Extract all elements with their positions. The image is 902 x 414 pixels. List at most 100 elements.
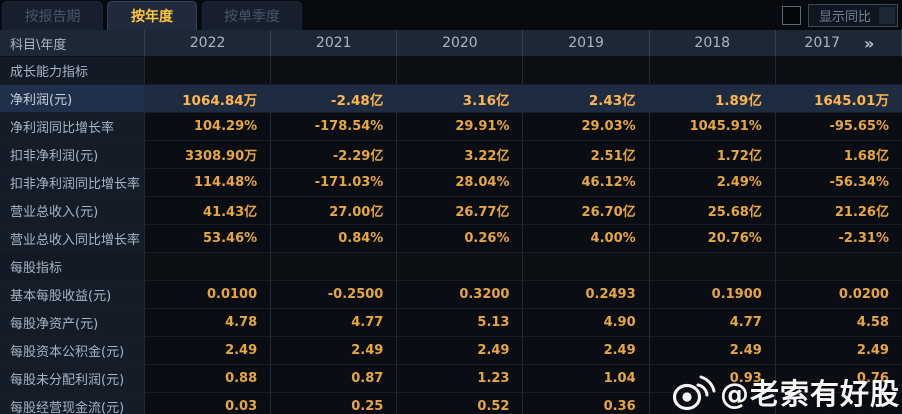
cell-value: 4.77 [649, 309, 776, 337]
indicators-table: 科目\年度 2022 2021 2020 2019 2018 2017 » 成长… [0, 30, 902, 414]
cell-value: 0.88 [145, 365, 272, 393]
table-row-operating-cash-flow-per-share: 每股经营现金流(元) 0.03 0.25 0.52 0.36 [0, 393, 902, 414]
row-label: 每股经营现金流(元) [0, 393, 145, 414]
year-header-2017-label: 2017 [804, 35, 841, 51]
table-row-net-profit: 净利润(元) 1064.84万 -2.48亿 3.16亿 2.43亿 1.89亿… [0, 85, 902, 113]
cell-value: 2.49 [397, 337, 524, 365]
tab-by-year[interactable]: 按年度 [107, 1, 197, 30]
cell-value: 1.04 [523, 365, 650, 393]
cell-value: 0.0200 [775, 281, 902, 309]
cell [145, 253, 272, 281]
cell-value [649, 393, 776, 414]
cell [271, 253, 398, 281]
cell-value: 2.49 [145, 337, 272, 365]
more-years-chevron-icon[interactable]: » [864, 33, 874, 53]
cell-value: 104.29% [145, 113, 272, 141]
cell-value: 0.0100 [145, 281, 272, 309]
cell-value: 0.25 [271, 393, 398, 414]
cell-value: 4.00% [523, 225, 650, 253]
year-header-2017[interactable]: 2017 » [775, 30, 902, 57]
row-label: 扣非净利润同比增长率 [0, 169, 145, 197]
cell-value [775, 393, 902, 414]
cell-value: 46.12% [523, 169, 650, 197]
cell [523, 57, 650, 85]
section-row-per-share: 每股指标 [0, 253, 902, 281]
table-row-net-assets-per-share: 每股净资产(元) 4.78 4.77 5.13 4.90 4.77 4.58 [0, 309, 902, 337]
table-header-row: 科目\年度 2022 2021 2020 2019 2018 2017 » [0, 30, 902, 57]
cell-value: 2.49% [649, 169, 776, 197]
cell-value: 41.43亿 [145, 197, 272, 225]
cell-value: 1064.84万 [145, 85, 272, 113]
cell-value: 4.78 [145, 309, 272, 337]
row-label: 每股未分配利润(元) [0, 365, 145, 393]
cell [523, 253, 650, 281]
row-label: 扣非净利润(元) [0, 141, 145, 169]
cell [649, 57, 776, 85]
cell-value: 3.16亿 [397, 85, 524, 113]
cell-value: 0.93 [649, 365, 776, 393]
cell-value: 25.68亿 [649, 197, 776, 225]
year-header-2020[interactable]: 2020 [397, 30, 524, 57]
row-label: 净利润同比增长率 [0, 113, 145, 141]
show-yoy-checkbox[interactable] [782, 6, 801, 25]
cell-value: 0.26% [397, 225, 524, 253]
table-row-total-revenue: 营业总收入(元) 41.43亿 27.00亿 26.77亿 26.70亿 25.… [0, 197, 902, 225]
cell-value: 114.48% [145, 169, 272, 197]
table-row-basic-eps: 基本每股收益(元) 0.0100 -0.2500 0.3200 0.2493 0… [0, 281, 902, 309]
cell-value: 5.13 [397, 309, 524, 337]
cell-value: 27.00亿 [271, 197, 398, 225]
cell-value: 1.89亿 [649, 85, 776, 113]
cell [397, 253, 524, 281]
table-row-deducted-net-profit: 扣非净利润(元) 3308.90万 -2.29亿 3.22亿 2.51亿 1.7… [0, 141, 902, 169]
period-tab-bar: 按报告期 按年度 按单季度 显示同比 [0, 0, 902, 30]
cell-value: 4.90 [523, 309, 650, 337]
row-label: 每股净资产(元) [0, 309, 145, 337]
cell-value: 0.36 [523, 393, 650, 414]
cell-value: 1.23 [397, 365, 524, 393]
cell-value: -95.65% [775, 113, 902, 141]
cell-value: 28.04% [397, 169, 524, 197]
cell-value: 2.49 [775, 337, 902, 365]
cell-value: 1.72亿 [649, 141, 776, 169]
table-row-undistributed-profit-per-share: 每股未分配利润(元) 0.88 0.87 1.23 1.04 0.93 0.76 [0, 365, 902, 393]
year-header-2022[interactable]: 2022 [145, 30, 272, 57]
cell-value: -0.2500 [271, 281, 398, 309]
cell-value: 21.26亿 [775, 197, 902, 225]
cell-value: -2.48亿 [271, 85, 398, 113]
year-header-2018[interactable]: 2018 [649, 30, 776, 57]
cell-value: 4.77 [271, 309, 398, 337]
cell-value: 2.43亿 [523, 85, 650, 113]
cell-value: -178.54% [271, 113, 398, 141]
section-label: 成长能力指标 [0, 57, 145, 85]
year-header-2021[interactable]: 2021 [271, 30, 398, 57]
tab-by-single-quarter[interactable]: 按单季度 [202, 1, 302, 30]
row-label: 营业总收入(元) [0, 197, 145, 225]
cell-value: 29.03% [523, 113, 650, 141]
cell-value: 1645.01万 [775, 85, 902, 113]
tab-by-report-period[interactable]: 按报告期 [2, 1, 103, 30]
cell [649, 253, 776, 281]
cell-value: 0.03 [145, 393, 272, 414]
year-header-2019[interactable]: 2019 [523, 30, 650, 57]
cell-value: 3.22亿 [397, 141, 524, 169]
cell-value: 2.49 [271, 337, 398, 365]
cell-value: 2.51亿 [523, 141, 650, 169]
row-label: 营业总收入同比增长率 [0, 225, 145, 253]
show-yoy-control: 显示同比 [782, 4, 898, 27]
cell-value: 0.76 [775, 365, 902, 393]
show-yoy-label[interactable]: 显示同比 [808, 4, 898, 27]
cell-value: 0.87 [271, 365, 398, 393]
cell [145, 57, 272, 85]
cell-value: 20.76% [649, 225, 776, 253]
cell-value: 29.91% [397, 113, 524, 141]
cell-value: 1.68亿 [775, 141, 902, 169]
cell-value: -56.34% [775, 169, 902, 197]
cell-value: 0.1900 [649, 281, 776, 309]
cell-value: -171.03% [271, 169, 398, 197]
cell-value: 26.70亿 [523, 197, 650, 225]
cell-value: 0.2493 [523, 281, 650, 309]
corner-header: 科目\年度 [0, 30, 145, 57]
cell-value: 1045.91% [649, 113, 776, 141]
cell [271, 57, 398, 85]
